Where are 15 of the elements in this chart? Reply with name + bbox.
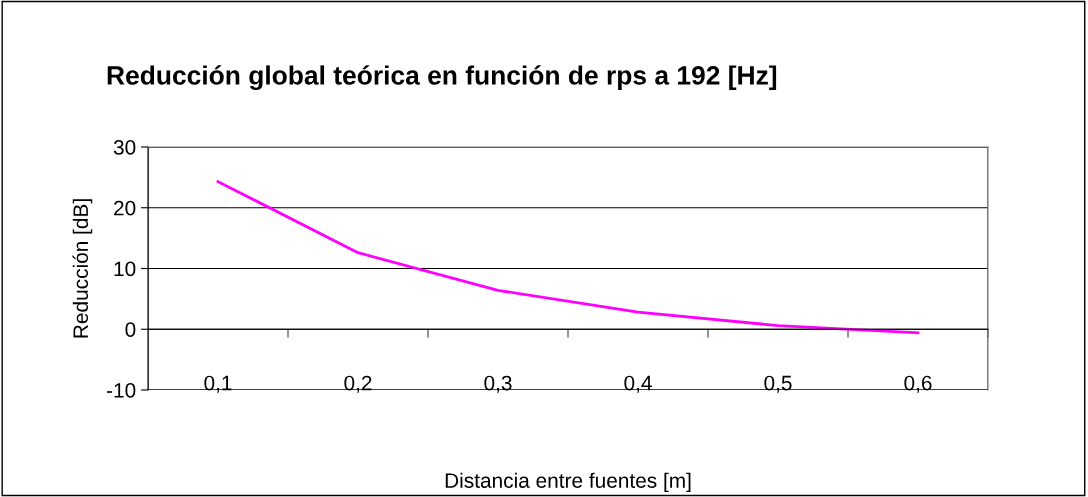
line-series bbox=[216, 180, 920, 335]
x-axis-title: Distancia entre fuentes [m] bbox=[445, 472, 691, 493]
y-tick-label: -10 bbox=[107, 383, 136, 398]
x-tick-label: 0,3 bbox=[484, 375, 512, 393]
y-tick-label: 10 bbox=[114, 261, 136, 277]
y-tick-label: 30 bbox=[113, 140, 136, 155]
x-tick-label: 0,1 bbox=[204, 375, 232, 393]
x-tick-label: 0,5 bbox=[764, 375, 792, 393]
x-tick-label: 0,2 bbox=[344, 375, 372, 393]
x-tick-label: 0,4 bbox=[624, 375, 652, 393]
y-tick-label: 0 bbox=[125, 322, 136, 337]
y-tick-label: 20 bbox=[114, 200, 136, 216]
y-axis-title: Reducción [dB] bbox=[72, 199, 93, 338]
x-tick-label: 0,6 bbox=[904, 375, 932, 393]
chart-title: Reducción global teórica en función de rps a 192 [Hz] bbox=[107, 65, 777, 91]
